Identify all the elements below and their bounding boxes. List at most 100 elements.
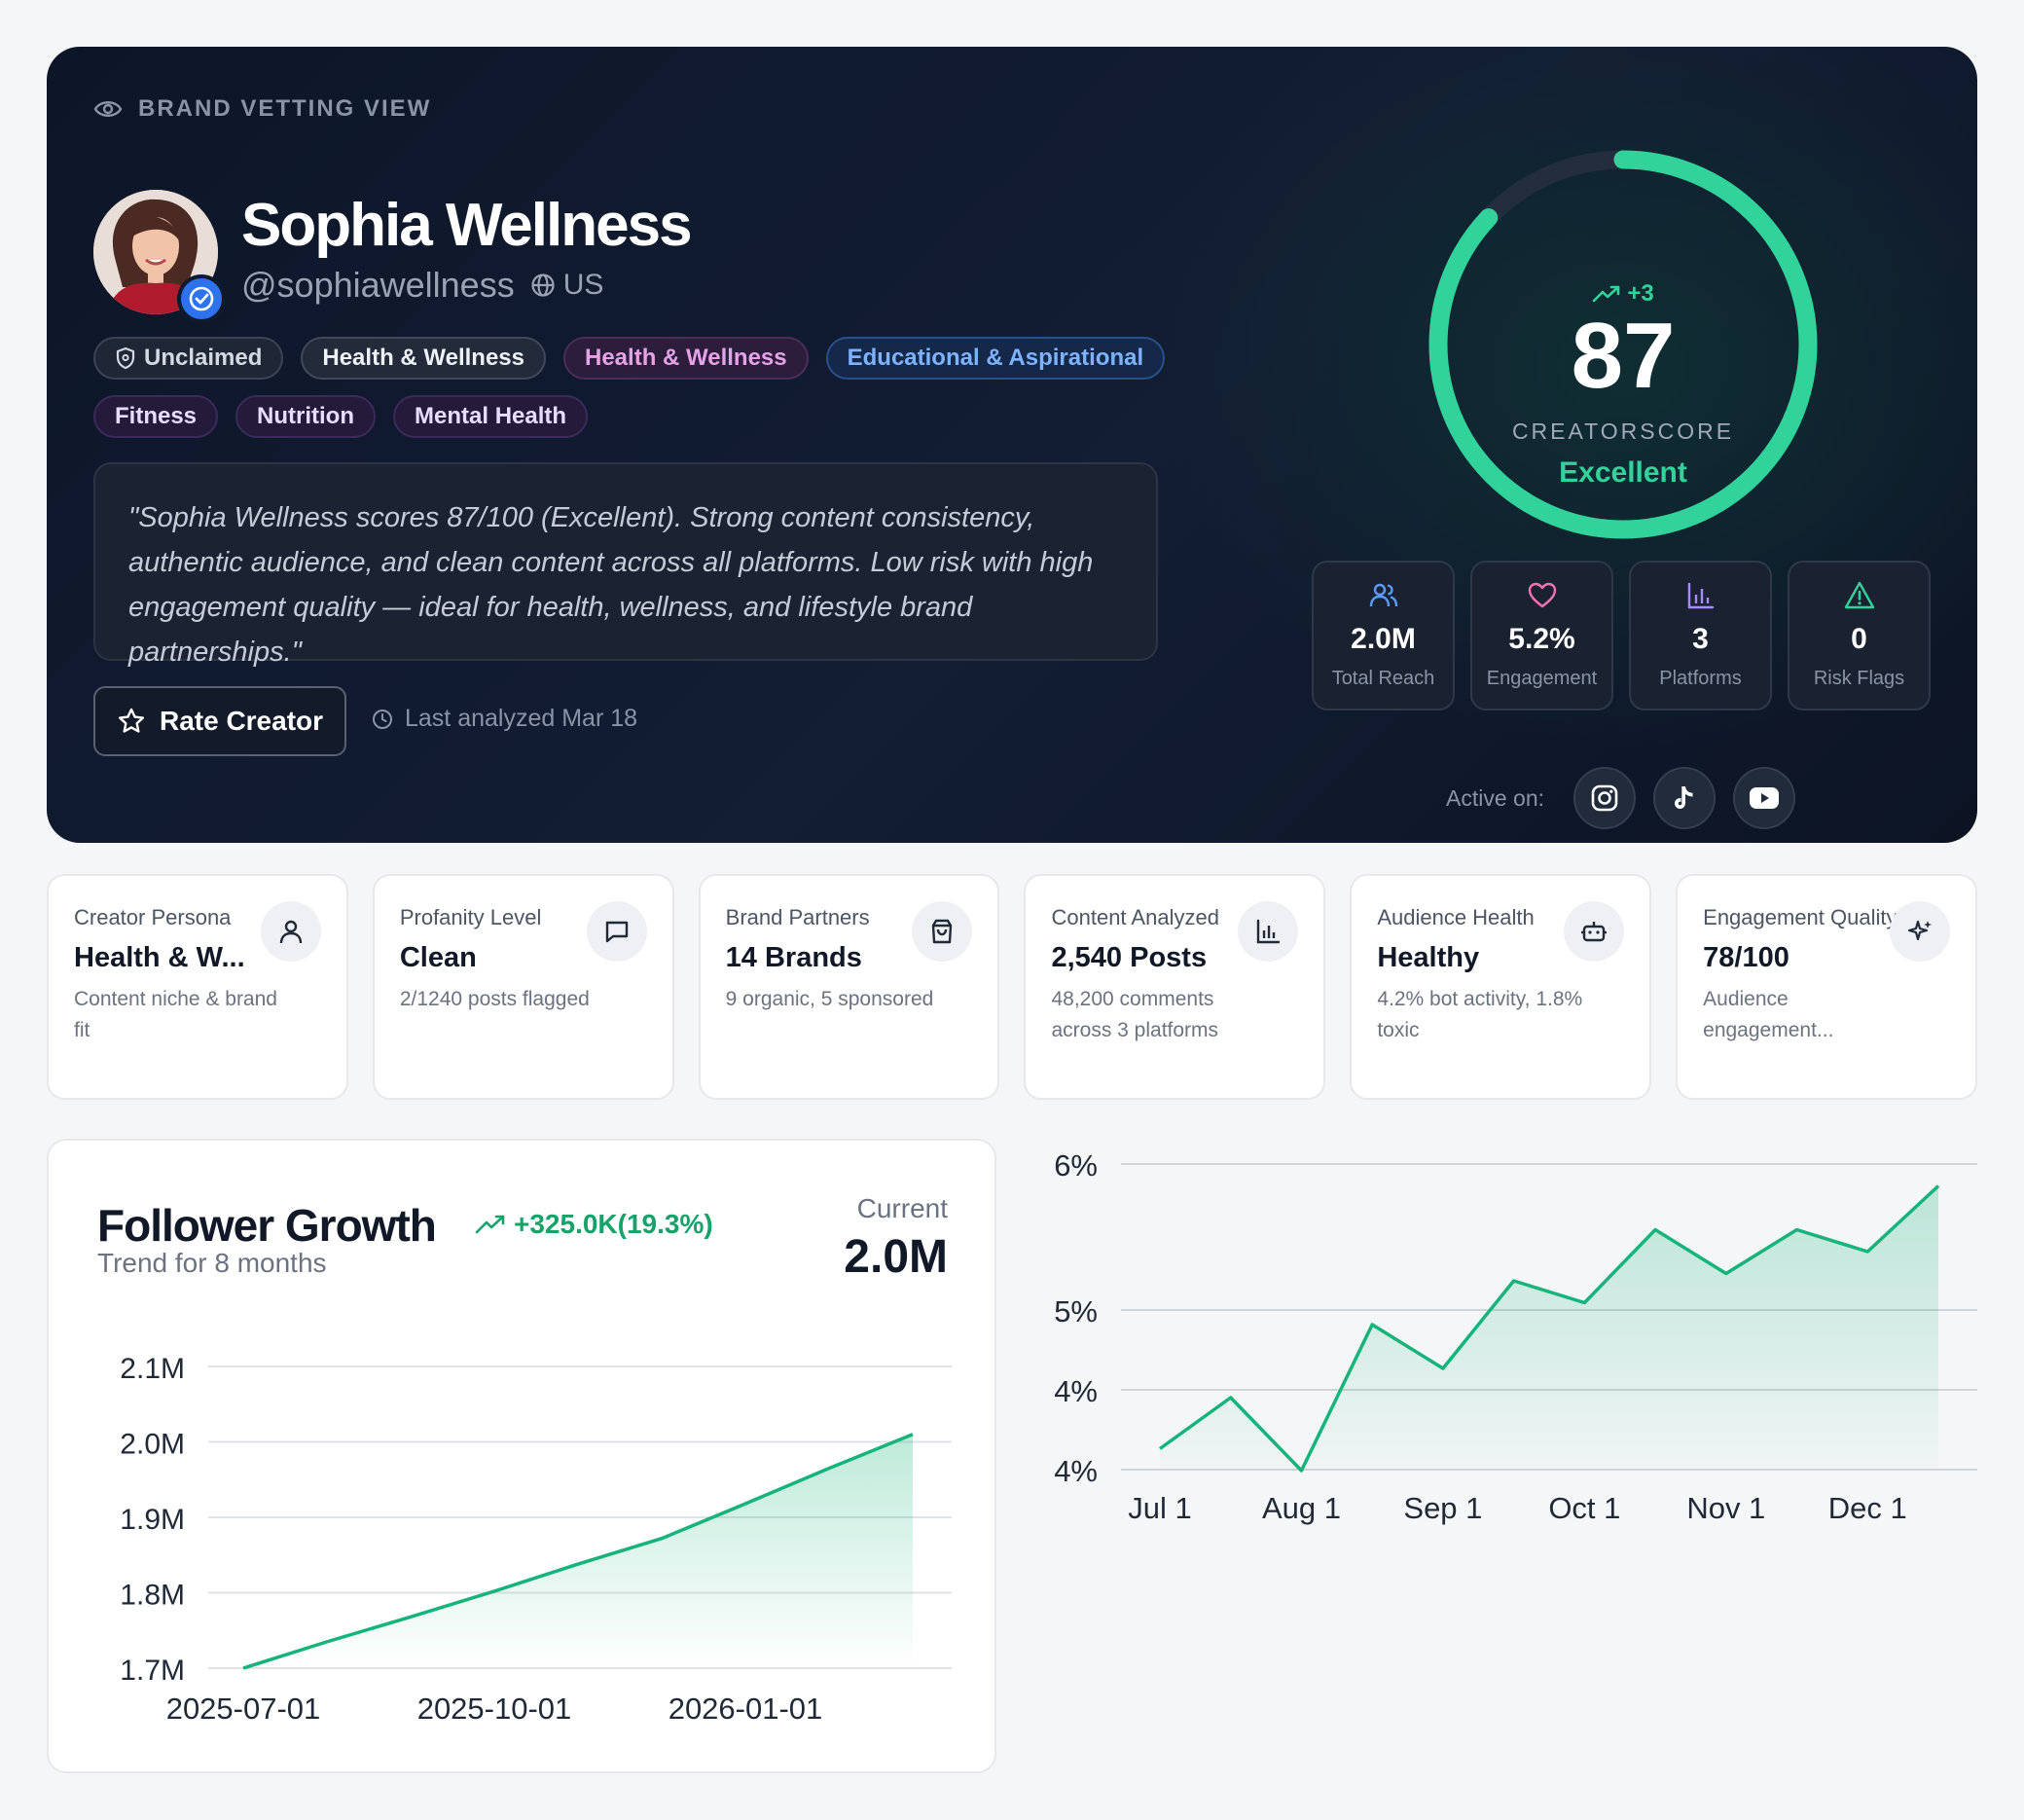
- x-tick-label: 2025-10-01: [417, 1692, 572, 1726]
- score-label: CREATORSCORE: [1511, 419, 1735, 444]
- users-icon: [1369, 583, 1397, 607]
- star-icon: [118, 708, 144, 733]
- card-title: Audience Health: [1377, 905, 1535, 929]
- tag-label: Unclaimed: [144, 345, 263, 371]
- card-content-analyzed[interactable]: Content Analyzed 2,540 Posts 48,200 comm…: [1024, 874, 1326, 1100]
- x-tick-label: 2025-07-01: [166, 1692, 321, 1726]
- stats-row: 2.0M Total Reach 5.2% Engagement 3 Platf…: [1312, 561, 1931, 710]
- y-tick-label: 1.9M: [120, 1504, 185, 1536]
- clock-icon: [373, 709, 392, 729]
- x-tick-label: Dec 1: [1828, 1491, 1907, 1525]
- tag-category[interactable]: Health & Wellness: [301, 337, 546, 380]
- message-icon: [605, 921, 628, 943]
- rate-creator-label: Rate Creator: [159, 706, 324, 736]
- card-title: Profanity Level: [399, 905, 542, 929]
- card-desc: 2/1240 posts flagged: [399, 988, 590, 1010]
- card-value: Clean: [399, 942, 477, 973]
- user-icon: [279, 920, 303, 944]
- card-icon: [260, 901, 321, 962]
- country: US: [530, 269, 604, 302]
- tag-topic-fitness[interactable]: Fitness: [93, 395, 219, 438]
- follower-growth-subtitle: Trend for 8 months: [97, 1248, 327, 1278]
- stat-risk-flags: 0 Risk Flags: [1788, 561, 1931, 710]
- card-icon: [1889, 901, 1950, 962]
- card-audience-health[interactable]: Audience Health Healthy 4.2% bot activit…: [1350, 874, 1652, 1100]
- bar-chart-icon: [1687, 582, 1714, 609]
- x-tick-label: Oct 1: [1548, 1491, 1620, 1525]
- rate-creator-button[interactable]: Rate Creator: [93, 686, 346, 756]
- sparkles-icon: [1907, 920, 1932, 941]
- creator-name: Sophia Wellness: [241, 192, 693, 259]
- follower-growth-title: Follower Growth: [97, 1200, 437, 1251]
- card-desc: Audience engagement...: [1703, 988, 1834, 1041]
- series-line: [242, 1433, 914, 1670]
- y-tick-label: 5%: [1054, 1294, 1098, 1329]
- shopping-bag-icon: [932, 919, 953, 944]
- active-platforms: Active on:: [1446, 767, 1795, 829]
- creator-hero: BRAND VETTING VIEW Sophia Wellness @soph…: [47, 47, 1977, 843]
- creatorscore-ring-progress: [1428, 150, 1818, 539]
- series-line: [1158, 1184, 1940, 1473]
- card-brand-partners[interactable]: Brand Partners 14 Brands 9 organic, 5 sp…: [698, 874, 1000, 1100]
- stat-label: Total Reach: [1331, 668, 1435, 689]
- card-value: Healthy: [1377, 942, 1480, 973]
- score-grade: Excellent: [1559, 456, 1687, 489]
- card-icon: [1564, 901, 1625, 962]
- stat-label: Engagement: [1486, 668, 1598, 689]
- y-tick-label: 4%: [1054, 1374, 1098, 1408]
- ai-summary-text: "Sophia Wellness scores 87/100 (Excellen…: [128, 502, 1094, 668]
- card-value: 78/100: [1703, 942, 1789, 973]
- tag-unclaimed[interactable]: Unclaimed: [93, 337, 284, 380]
- verified-badge-icon: [177, 274, 226, 323]
- card-profanity-level[interactable]: Profanity Level Clean 2/1240 posts flagg…: [372, 874, 674, 1100]
- tag-niche[interactable]: Health & Wellness: [563, 337, 809, 380]
- y-tick-label: 1.8M: [120, 1580, 185, 1612]
- tiktok-icon: [1675, 786, 1693, 809]
- instagram-link[interactable]: [1573, 767, 1636, 829]
- stat-value: 5.2%: [1508, 623, 1575, 655]
- instagram-icon: [1591, 784, 1618, 812]
- y-tick-label: 2.1M: [120, 1353, 185, 1385]
- y-tick-label: 2.0M: [120, 1429, 185, 1461]
- stat-value: 0: [1851, 623, 1867, 655]
- creatorscore: +3 87 CREATORSCORE Excellent: [1427, 148, 1820, 541]
- country-code: US: [562, 269, 604, 301]
- trending-up-icon: [1593, 285, 1620, 303]
- x-tick-label: 2026-01-01: [669, 1692, 823, 1726]
- stat-total-reach: 2.0M Total Reach: [1312, 561, 1455, 710]
- view-label-text: BRAND VETTING VIEW: [138, 95, 432, 122]
- follower-growth-delta-value: +325.0K(19.3%): [514, 1209, 713, 1239]
- card-title: Brand Partners: [725, 905, 870, 929]
- x-tick-label: Jul 1: [1128, 1491, 1191, 1525]
- y-tick-label: 1.7M: [120, 1655, 185, 1687]
- insight-cards: Creator Persona Health & W... Content ni…: [47, 874, 1977, 1100]
- stat-value: 3: [1692, 623, 1709, 655]
- youtube-link[interactable]: [1733, 767, 1795, 829]
- follower-growth-chart: 1.7M 1.8M 1.9M 2.0M 2.1M 2025-07-01 2025-10-01…: [120, 1353, 952, 1726]
- card-icon: [586, 901, 647, 962]
- tag-topic-nutrition[interactable]: Nutrition: [235, 395, 377, 438]
- handle-row: @sophiawellness US: [241, 265, 603, 306]
- stat-platforms: 3 Platforms: [1629, 561, 1772, 710]
- card-value: 2,540 Posts: [1051, 942, 1208, 973]
- avatar[interactable]: [93, 190, 218, 314]
- tag-style[interactable]: Educational & Aspirational: [825, 337, 1166, 380]
- youtube-icon: [1750, 787, 1779, 809]
- creatorscore-ring: [1428, 150, 1818, 539]
- tiktok-link[interactable]: [1653, 767, 1716, 829]
- series-area: [243, 1434, 913, 1668]
- last-analyzed-text: Last analyzed Mar 18: [405, 705, 638, 732]
- trending-up-icon: [475, 1215, 505, 1234]
- warning-icon: [1844, 581, 1874, 609]
- card-creator-persona[interactable]: Creator Persona Health & W... Content ni…: [47, 874, 348, 1100]
- score-value: 87: [1571, 304, 1676, 408]
- tag-topic-mental-health[interactable]: Mental Health: [393, 395, 589, 438]
- creator-handle: @sophiawellness: [241, 265, 515, 305]
- series-area: [1160, 1185, 1938, 1471]
- stat-engagement: 5.2% Engagement: [1470, 561, 1613, 710]
- card-engagement-quality[interactable]: Engagement Quality 78/100 Audience engag…: [1676, 874, 1977, 1100]
- view-label: BRAND VETTING VIEW: [93, 95, 431, 123]
- card-desc: 48,200 comments across 3 platforms: [1051, 988, 1219, 1041]
- stat-value: 2.0M: [1351, 623, 1416, 655]
- follower-growth-delta: +325.0K(19.3%): [475, 1209, 713, 1240]
